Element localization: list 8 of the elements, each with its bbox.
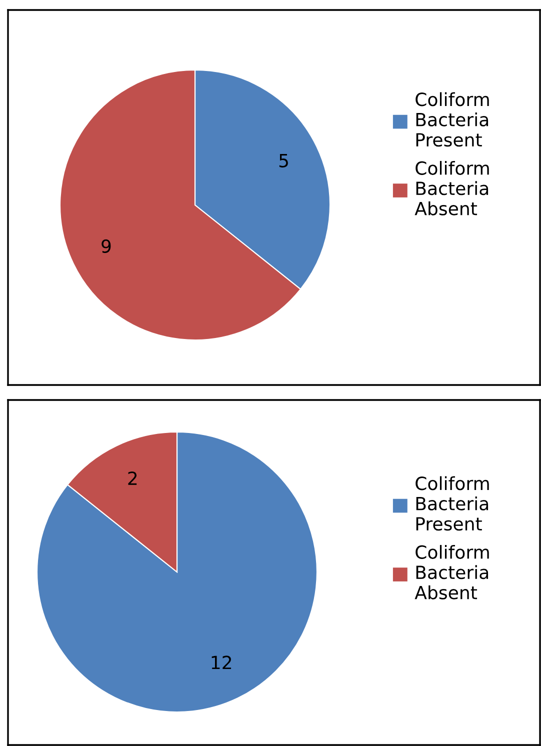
legend-label: Coliform Bacteria Absent [414,544,489,600]
legend-label: Coliform Bacteria Present [416,476,489,531]
data-label: 5 [279,154,288,168]
legend-label: Coliform Bacteria Present [416,92,489,147]
data-label: 9 [102,239,111,253]
data-label: 12 [212,656,232,670]
data-label: 2 [128,472,137,485]
legend-label: Coliform Bacteria Absent [414,160,489,216]
